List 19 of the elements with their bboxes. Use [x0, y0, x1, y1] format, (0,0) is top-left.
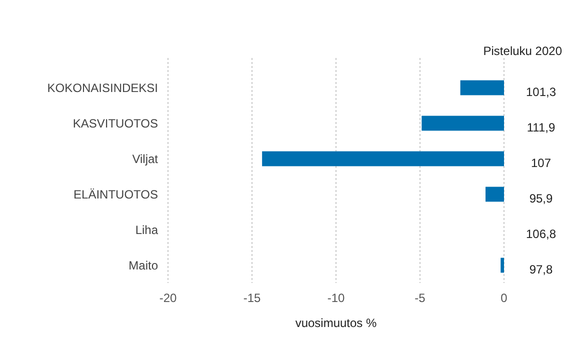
text: 107 — [530, 156, 552, 170]
text: 111,9 — [526, 120, 556, 134]
x-tick-label: -10 — [327, 291, 345, 305]
text: 101,3 — [526, 84, 556, 99]
x-tick-label: -5 — [414, 291, 426, 305]
x-tick-label: -15 — [243, 291, 261, 305]
text: 106,8 — [526, 226, 556, 241]
annotation: Pisteluku 2020 — [483, 44, 562, 58]
y-tick-label: KASVITUOTOS — [72, 116, 158, 130]
x-tick-label: -20 — [159, 291, 177, 305]
y-tick-label: ELÄINTUOTOS — [74, 187, 158, 202]
text: 97,8 — [529, 262, 553, 276]
y-tick-label: Viljat — [132, 152, 159, 166]
y-tick-label: Maito — [128, 258, 158, 272]
text: 95,9 — [529, 191, 553, 206]
y-tick-label: KOKONAISINDEKSI — [47, 80, 158, 95]
x-tick-label: 0 — [500, 291, 508, 305]
y-tick-label: Liha — [135, 222, 158, 237]
x-axis-title: vuosimuutos % — [295, 316, 378, 330]
